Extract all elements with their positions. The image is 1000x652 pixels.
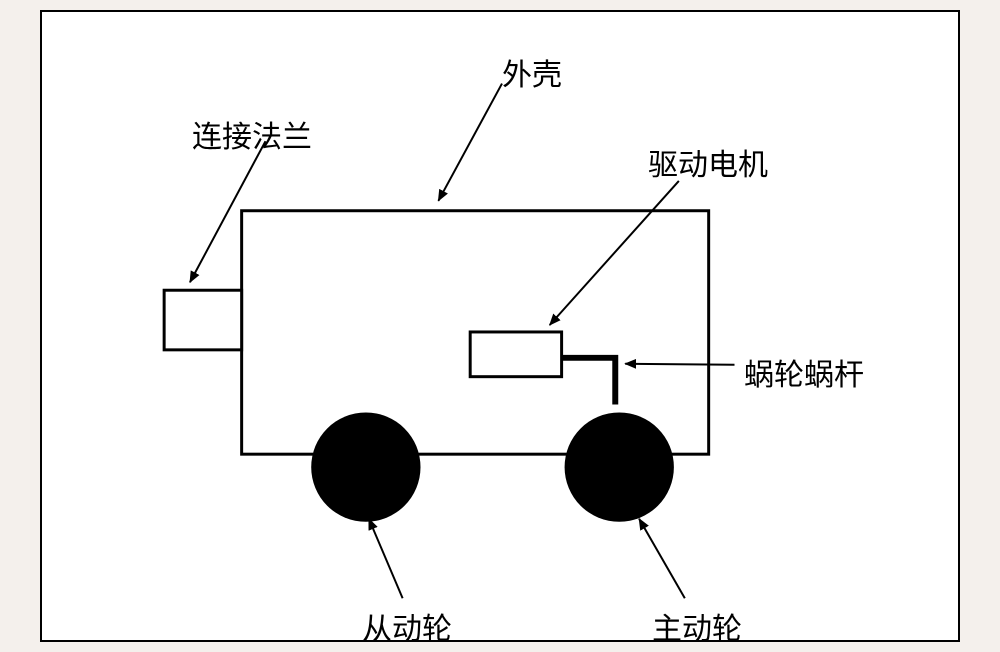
diagram-svg <box>42 12 958 640</box>
label-shell: 外壳 <box>502 50 562 94</box>
label-flange: 连接法兰 <box>192 112 312 156</box>
label-driven-wheel: 从动轮 <box>362 604 452 648</box>
label-driving-wheel: 主动轮 <box>652 604 742 648</box>
diagram-frame: 外壳 连接法兰 驱动电机 蜗轮蜗杆 从动轮 主动轮 <box>40 10 960 642</box>
label-motor: 驱动电机 <box>648 140 768 184</box>
label-worm-gear: 蜗轮蜗杆 <box>744 350 864 394</box>
